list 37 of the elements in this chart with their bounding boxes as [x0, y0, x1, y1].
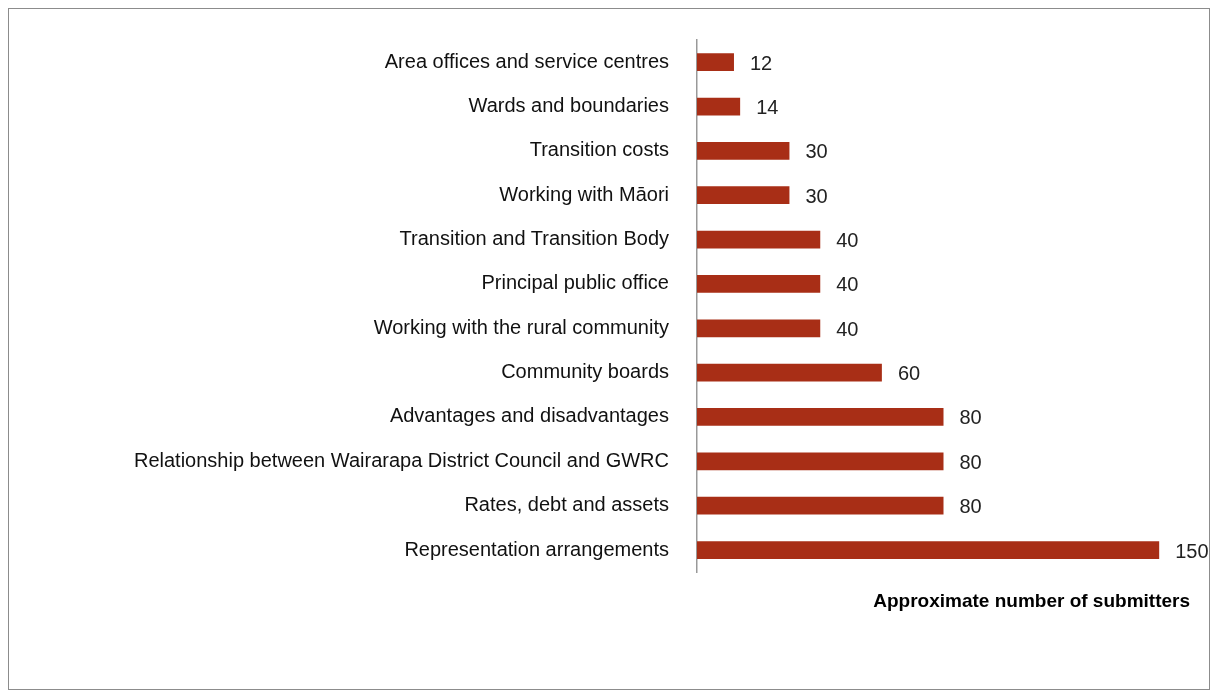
data-label: 14	[756, 96, 779, 119]
x-axis-title: Approximate number of submitters	[873, 589, 1190, 611]
bar	[697, 186, 790, 205]
y-tick-label: Community boards	[501, 360, 669, 383]
bar	[697, 496, 944, 515]
y-tick-label: Working with the rural community	[373, 315, 669, 338]
data-label: 80	[959, 406, 982, 429]
data-label: 40	[836, 229, 859, 252]
bar	[697, 142, 790, 160]
data-label: 40	[836, 273, 859, 296]
y-tick-label: Area offices and service centres	[384, 49, 669, 72]
bar	[697, 97, 741, 116]
data-label: 40	[836, 317, 859, 340]
bar	[697, 275, 821, 293]
data-label: 80	[959, 495, 982, 518]
bar	[697, 319, 821, 338]
y-tick-label: Transition and Transition Body	[399, 227, 669, 250]
bar	[697, 53, 734, 72]
y-tick-label: Transition costs	[529, 138, 669, 161]
bar	[697, 363, 882, 382]
y-tick-label: Principal public office	[481, 271, 669, 294]
y-tick-label: Relationship between Wairarapa District Council and GWRC	[133, 448, 669, 471]
data-label: 80	[959, 450, 982, 473]
y-tick-label: Working with Māori	[499, 182, 669, 205]
y-tick-label: Advantages and disadvantages	[389, 404, 669, 427]
y-tick-label: Wards and boundaries	[468, 94, 669, 117]
data-label: 150	[1175, 539, 1209, 562]
bar	[697, 541, 1160, 559]
y-tick-label: Rates, debt and assets	[464, 493, 669, 516]
data-label: 60	[897, 362, 921, 385]
data-label: 30	[805, 184, 828, 207]
data-label: 12	[749, 51, 773, 74]
bar	[697, 452, 944, 471]
bar	[697, 408, 944, 426]
bar	[697, 230, 821, 249]
y-tick-label: Representation arrangements	[404, 537, 669, 560]
data-label: 30	[805, 140, 828, 163]
